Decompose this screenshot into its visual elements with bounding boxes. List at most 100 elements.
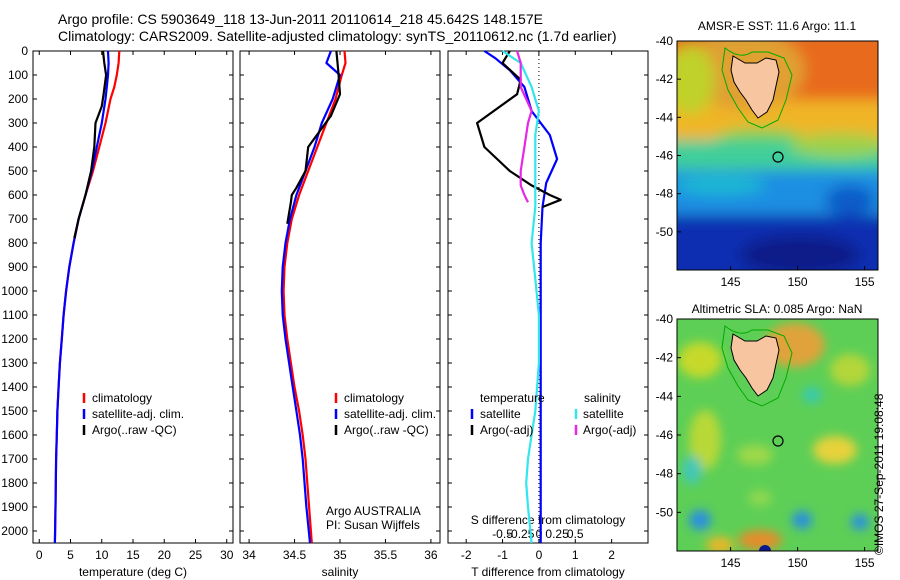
map-y-tick-label: -50 [656,505,674,519]
map-y-tick-label: -42 [656,351,674,365]
profile-panel-salinity: 34 34.5 35 35.5 36 salinity climatology satelli… [239,50,441,579]
map-x-tick-label: 145 [721,275,741,289]
imos-stamp: ©IMOS 27-Sep-2011 19:08:48 [872,393,886,555]
y-tick-label: 1800 [1,476,28,490]
y-tick-label: 1500 [1,404,28,418]
legend-entry: satellite-adj. clim. [92,407,184,421]
x-tick-label: -1 [497,548,508,562]
salinity-axes-frame [239,50,441,544]
map-x-tick-label: 155 [855,275,875,289]
legend-entry: Argo(-adj) [480,423,533,437]
x-tick-label: 35 [333,548,347,562]
profile-location-marker-sla [772,435,784,447]
y-tick-label: 1200 [1,332,28,346]
map-x-tick-label: 150 [788,556,808,570]
y-tick-label: 1300 [1,356,28,370]
series-climatology [282,50,347,544]
map-x-tick-label: 150 [788,275,808,289]
y-tick-label: 1400 [1,380,28,394]
profile-location-marker [772,151,784,163]
x2-tick-label: 0 [536,527,543,541]
x-tick-label: 0 [536,548,543,562]
map-y-tick-label: -46 [656,428,674,442]
x-tick-label: 35.5 [374,548,398,562]
legend-heading: salinity [584,391,621,405]
y-tick-label: 1000 [1,284,28,298]
legend-entry: Argo(-adj) [583,423,636,437]
temperature-axes-frame [32,50,234,544]
bathymetry-contour [721,47,793,129]
argo-annotation: PI: Susan Wijffels [326,518,420,532]
map-y-tick-label: -40 [656,312,674,326]
series-argo-raw-qc- [286,50,342,224]
series-temperature-satellite [483,50,559,543]
difference-axes-frame [447,50,649,544]
map-y-tick-label: -44 [656,389,674,403]
series-salinity-argo-adj- [516,50,533,203]
sst-map-axes: 145 150 155 -40 -42 -44 -46 -48 -50 [656,34,875,289]
profile-panel-temperature: 0100200300400500600700800900100011001200… [1,44,233,579]
x-tick-label: 5 [67,548,74,562]
sla-map [676,318,879,552]
legend-entry: climatology [92,391,152,405]
sla-map-axes: 145 150 155 -40 -42 -44 -46 -48 -50 [656,312,875,570]
legend-entry: climatology [344,391,404,405]
x-tick-label: 2 [608,548,615,562]
legend-heading: temperature [480,391,545,405]
legend-entry: satellite [480,407,521,421]
x-tick-label: -2 [461,548,472,562]
legend-entry: Argo(..raw -QC) [344,423,429,437]
figure-title-line1: Argo profile: CS 5903649_118 13-Jun-2011… [58,11,543,27]
series-satellite-adj-clim- [53,50,110,544]
x-tick-label: 15 [126,548,140,562]
y-tick-label: 1100 [2,308,28,322]
difference-xlabel: T difference from climatology [471,565,625,579]
map-x-tick-label: 155 [855,556,875,570]
y-tick-label: 1600 [1,428,28,442]
series-temperature-argo-adj- [476,50,562,209]
x-tick-label: 0 [36,548,43,562]
y-tick-label: 500 [8,164,28,178]
sla-map-title: Altimetric SLA: 0.085 Argo: NaN [692,302,863,316]
x2-tick-label: 0.25 [545,527,569,541]
y-tick-label: 1900 [1,500,28,514]
legend-entry: Argo(..raw -QC) [92,423,177,437]
difference-xlabel2: S difference from climatology [471,513,626,527]
x2-tick-label: 0.5 [567,527,584,541]
series-argo-raw-qc- [73,50,108,239]
tasmania-land [730,55,780,119]
x-tick-label: 34.5 [283,548,307,562]
y-tick-label: 300 [8,116,28,130]
x-tick-label: 25 [189,548,203,562]
map-y-tick-label: -46 [656,149,674,163]
y-tick-label: 600 [8,188,28,202]
map-y-tick-label: -50 [656,225,674,239]
y-tick-label: 900 [8,260,28,274]
map-y-tick-label: -48 [656,467,674,481]
sst-map [676,40,879,271]
map-y-tick-label: -40 [656,34,674,48]
x2-tick-label: -0.5 [492,527,513,541]
x2-tick-label: -0.25 [507,527,535,541]
tasmania-land-sla [730,333,780,397]
x-tick-label: 34 [242,548,256,562]
y-tick-label: 100 [8,68,28,82]
y-tick-label: 0 [21,44,28,58]
x-tick-label: 36 [424,548,438,562]
x-tick-label: 10 [95,548,109,562]
temperature-xlabel: temperature (deg C) [79,565,187,579]
legend-entry: satellite [583,407,624,421]
y-tick-label: 400 [8,140,28,154]
y-tick-label: 700 [8,212,28,226]
bathymetry-contour-sla [721,325,793,407]
y-tick-label: 2000 [1,524,28,538]
x-tick-label: 20 [158,548,172,562]
map-y-tick-label: -44 [656,110,674,124]
figure-title-line2: Climatology: CARS2009. Satellite-adjuste… [58,28,617,44]
y-tick-label: 200 [8,92,28,106]
sst-map-title: AMSR-E SST: 11.6 Argo: 11.1 [698,19,857,33]
y-tick-label: 800 [8,236,28,250]
map-x-tick-label: 145 [721,556,741,570]
map-y-tick-label: -48 [656,187,674,201]
